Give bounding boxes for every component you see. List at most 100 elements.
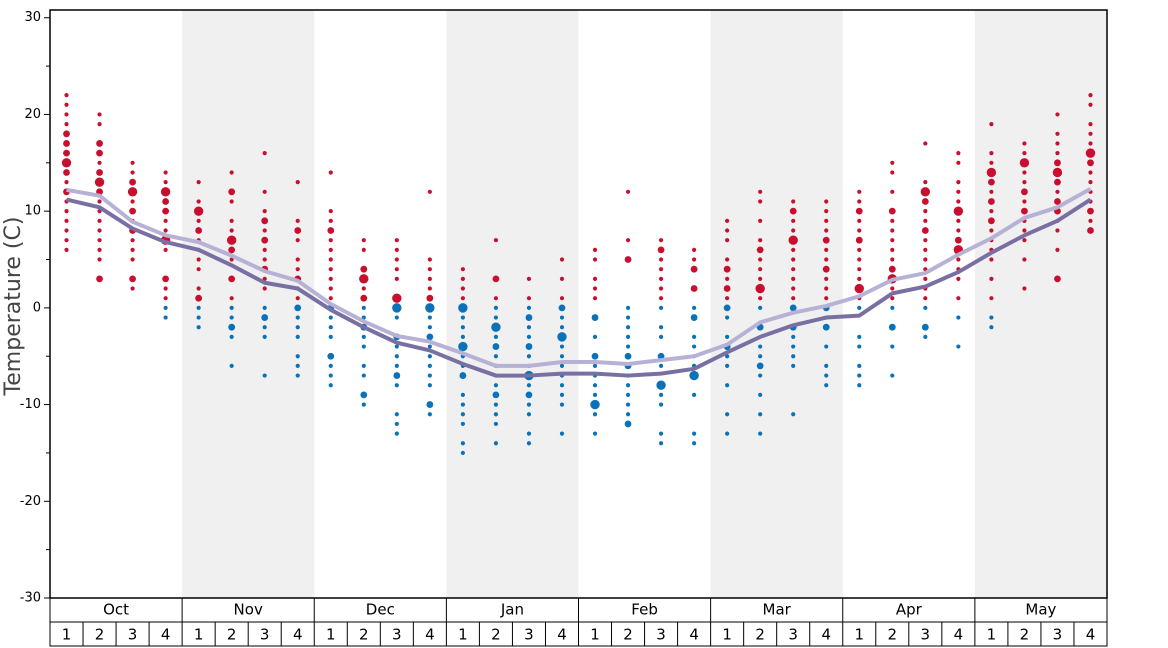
temperature-dot (229, 170, 234, 175)
temperature-dot (492, 343, 500, 350)
temperature-dot (460, 296, 465, 301)
temperature-dot (956, 180, 961, 185)
temperature-dot (96, 149, 103, 157)
temperature-dot (1022, 228, 1027, 233)
temperature-dot (725, 276, 730, 281)
temperature-dot (130, 257, 135, 262)
temperature-dot (460, 421, 465, 427)
temperature-dot (196, 257, 201, 262)
temperature-dot (163, 286, 168, 291)
temperature-dot (658, 267, 664, 272)
temperature-dot (394, 421, 399, 427)
temperature-dot (393, 372, 401, 379)
temperature-dot (163, 296, 168, 301)
temperature-dot (1022, 180, 1027, 185)
temperature-dot (328, 257, 333, 262)
temperature-dot (558, 304, 566, 312)
temperature-dot (96, 140, 103, 147)
temperature-dot (493, 412, 499, 417)
temperature-dot (625, 344, 631, 349)
temperature-dot (758, 373, 763, 378)
temperature-dot (758, 257, 763, 262)
temperature-dot (987, 198, 995, 205)
temperature-dot (725, 228, 730, 233)
temperature-dot (262, 189, 267, 194)
temperature-dot (262, 209, 267, 214)
temperature-dot (592, 286, 598, 291)
temperature-dot (64, 209, 69, 214)
temperature-dot (63, 140, 70, 147)
temperature-dot (725, 354, 730, 359)
temperature-dot (64, 93, 69, 98)
week-label: 2 (755, 626, 765, 644)
temperature-dot (791, 334, 796, 339)
temperature-dot (1055, 112, 1060, 117)
temperature-dot (857, 334, 862, 339)
temperature-dot (758, 276, 763, 281)
temperature-dot (162, 275, 170, 283)
week-label: 2 (491, 626, 501, 644)
temperature-dot (493, 238, 499, 243)
temperature-dot (328, 170, 333, 175)
temperature-dot (361, 373, 366, 378)
temperature-dot (64, 218, 69, 223)
temperature-dot (1055, 131, 1060, 136)
temperature-dot (427, 189, 432, 194)
temperature-dot (1021, 188, 1028, 196)
temperature-dot (890, 296, 895, 301)
month-band (974, 10, 1107, 598)
temperature-dot (492, 391, 500, 399)
temperature-dot (791, 276, 796, 281)
temperature-dot (262, 286, 267, 291)
temperature-dot (956, 189, 961, 194)
temperature-dot (725, 238, 730, 243)
temperature-dot (824, 286, 829, 291)
temperature-dot (392, 293, 402, 303)
temperature-dot (262, 305, 267, 310)
temperature-dot (228, 246, 236, 254)
temperature-dot (725, 218, 730, 223)
temperature-dot (394, 238, 399, 243)
temperature-dot (855, 236, 863, 244)
temperature-dot (923, 209, 928, 214)
temperature-dot (526, 383, 532, 388)
temperature-dot (262, 373, 267, 378)
temperature-dot (559, 383, 565, 388)
temperature-dot (559, 276, 565, 281)
temperature-dot (64, 180, 69, 185)
temperature-dot (791, 296, 796, 301)
temperature-dot (394, 431, 399, 436)
temperature-dot (791, 354, 796, 359)
temperature-dot (1085, 148, 1096, 158)
y-tick-label: -20 (20, 494, 41, 509)
temperature-dot (97, 122, 102, 127)
temperature-dot (658, 305, 664, 310)
temperature-dot (725, 431, 730, 436)
y-axis-label: Temperature (C) (1, 217, 26, 397)
temperature-dot (658, 286, 664, 291)
temperature-dot (229, 315, 234, 320)
temperature-dot (625, 189, 631, 194)
temperature-dot (130, 199, 135, 204)
temperature-dot (526, 412, 532, 417)
temperature-dot (1054, 178, 1061, 186)
temperature-dot (824, 218, 829, 223)
week-label: 3 (1053, 626, 1063, 644)
temperature-dot (394, 315, 399, 320)
temperature-dot (163, 180, 168, 185)
temperature-dot (328, 383, 333, 388)
temperature-dot (163, 305, 168, 310)
temperature-dot (163, 228, 168, 233)
week-label: 3 (524, 626, 534, 644)
month-label: May (1025, 601, 1056, 619)
temperature-dot (525, 391, 533, 399)
temperature-dot (725, 296, 730, 301)
temperature-dot (758, 267, 763, 272)
temperature-dot (394, 412, 399, 417)
temperature-dot (625, 334, 631, 339)
temperature-dot (592, 431, 598, 436)
temperature-dot (328, 276, 333, 281)
temperature-dot (857, 189, 862, 194)
temperature-dot (1054, 159, 1061, 167)
temperature-dot (196, 180, 201, 185)
